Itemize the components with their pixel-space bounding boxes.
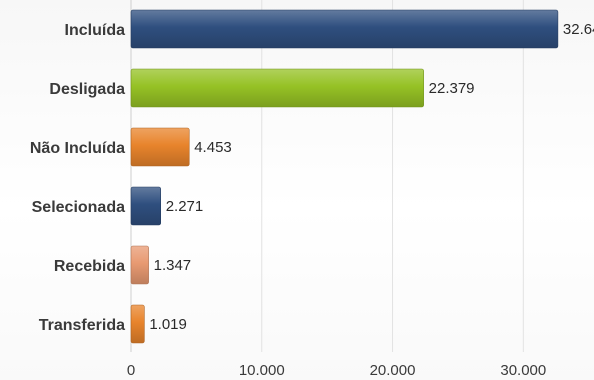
bar-recebida[interactable] bbox=[130, 245, 149, 285]
category-label: Desligada bbox=[49, 81, 125, 98]
value-label: 1.019 bbox=[149, 316, 187, 333]
value-label: 2.271 bbox=[166, 198, 204, 215]
bar-desligada[interactable] bbox=[130, 68, 424, 108]
bars bbox=[130, 9, 559, 344]
category-label: Não Incluída bbox=[30, 140, 125, 157]
value-label: 1.347 bbox=[154, 257, 192, 274]
bar-inclu-da[interactable] bbox=[130, 9, 559, 49]
category-labels: Incluída Desligada Não Incluída Selecionada… bbox=[30, 22, 125, 334]
value-label: 4.453 bbox=[194, 139, 232, 156]
bar-selecionada[interactable] bbox=[130, 186, 161, 226]
category-label: Transferida bbox=[39, 317, 125, 334]
value-labels: 32.645 22.379 4.453 2.271 1.347 1.019 bbox=[149, 21, 594, 333]
x-tick-label: 0 bbox=[127, 362, 135, 379]
x-tick-label: 30.000 bbox=[500, 362, 546, 379]
value-label: 22.379 bbox=[429, 80, 475, 97]
bar-transferida[interactable] bbox=[130, 304, 145, 344]
grid-lines bbox=[130, 0, 524, 352]
x-axis-ticks: 0 10.000 20.000 30.000 bbox=[127, 362, 546, 379]
bar-n-o-inclu-da[interactable] bbox=[130, 127, 190, 167]
category-label: Incluída bbox=[65, 22, 126, 39]
x-tick-label: 10.000 bbox=[239, 362, 285, 379]
value-label: 32.645 bbox=[563, 21, 594, 38]
x-tick-label: 20.000 bbox=[370, 362, 416, 379]
category-label: Selecionada bbox=[32, 199, 125, 216]
category-label: Recebida bbox=[54, 258, 125, 275]
